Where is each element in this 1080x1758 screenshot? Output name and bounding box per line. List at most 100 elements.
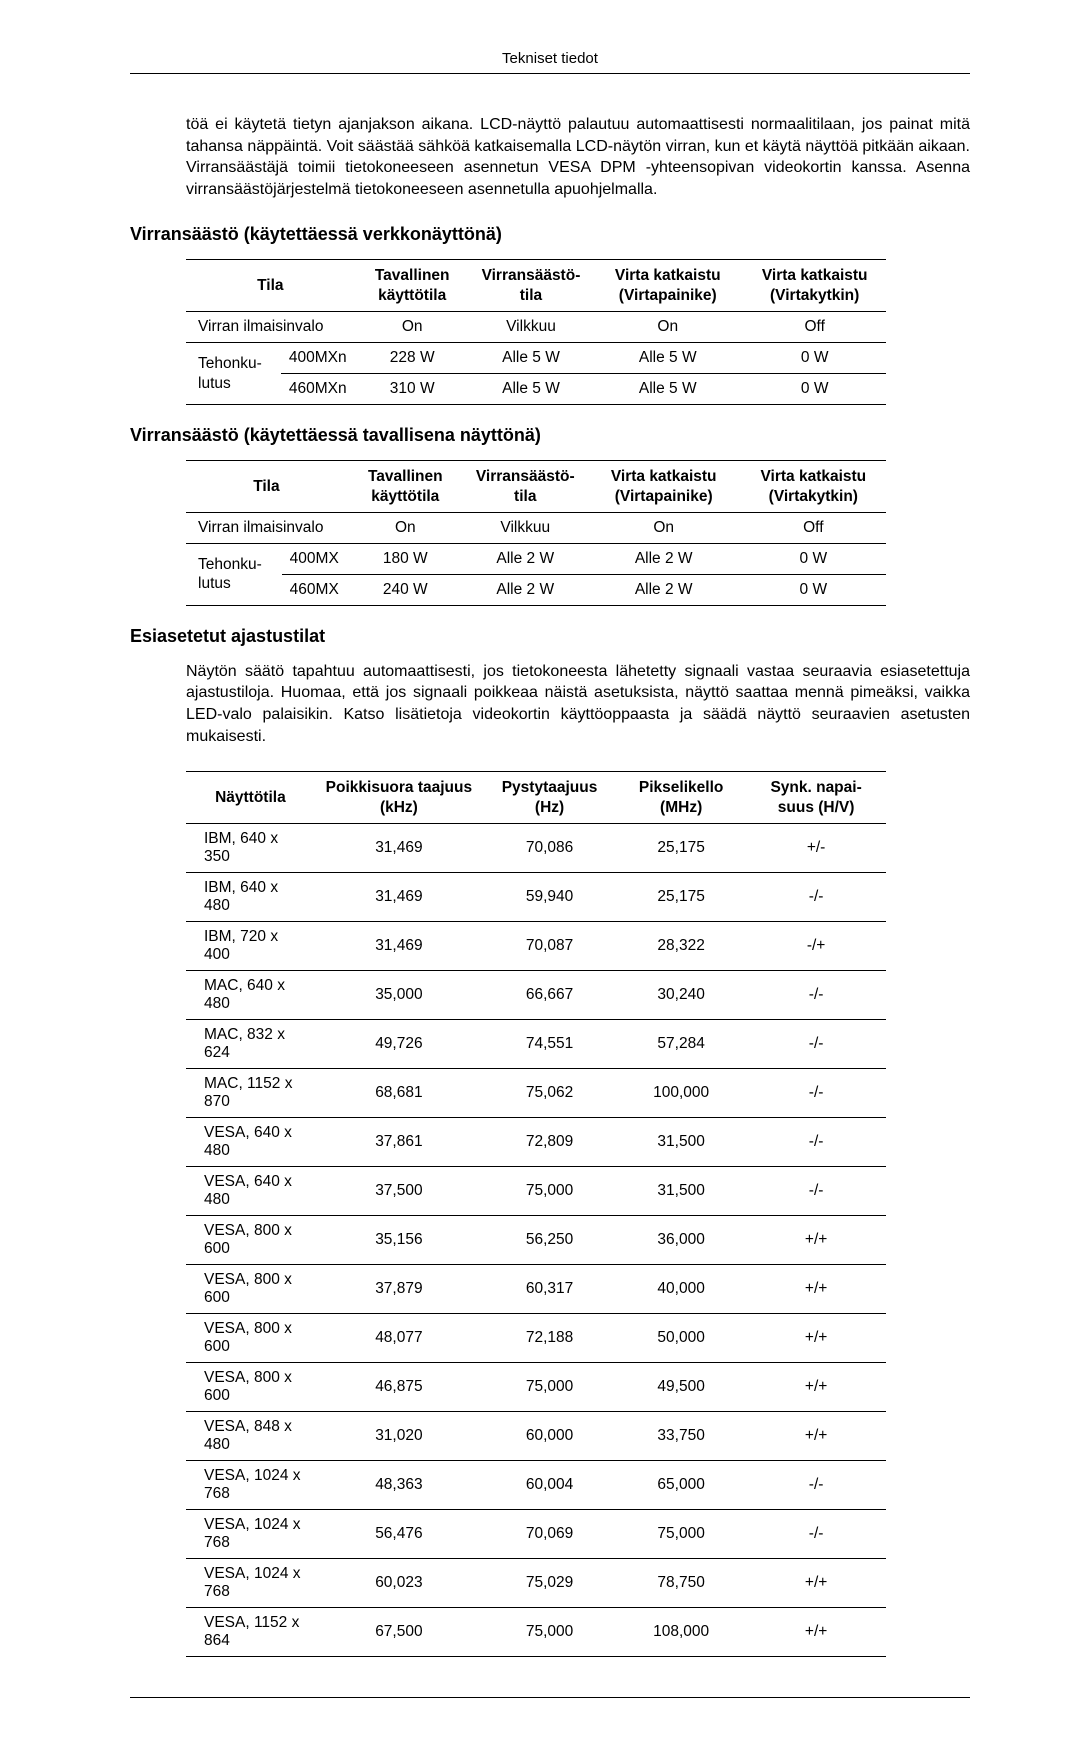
cell: 0 W	[743, 374, 886, 405]
table-row: VESA, 1024 x 76848,36360,00465,000-/-	[186, 1461, 886, 1510]
cell: -/-	[746, 971, 886, 1020]
cell: 72,809	[483, 1118, 616, 1167]
table-row: Tehonku-lutus 400MXn 228 W Alle 5 W Alle…	[186, 343, 886, 374]
cell: On	[347, 512, 464, 543]
col-sync: Synk. napai-suus (H/V)	[746, 772, 886, 824]
col-tila: Tila	[186, 461, 347, 513]
cell: 36,000	[616, 1216, 746, 1265]
cell: 37,879	[315, 1265, 483, 1314]
cell: On	[587, 512, 741, 543]
cell: 49,500	[616, 1363, 746, 1412]
cell: 0 W	[743, 343, 886, 374]
table-row: VESA, 1024 x 76856,47670,06975,000-/-	[186, 1510, 886, 1559]
section1-heading: Virransäästö (käytettäessä verkkonäyttön…	[130, 224, 970, 245]
cell: VESA, 640 x 480	[186, 1118, 315, 1167]
cell: Alle 5 W	[470, 374, 592, 405]
cell: 66,667	[483, 971, 616, 1020]
cell: 70,069	[483, 1510, 616, 1559]
cell: 75,000	[483, 1167, 616, 1216]
cell: 35,156	[315, 1216, 483, 1265]
section3-heading: Esiasetetut ajastustilat	[130, 626, 970, 647]
table-row: Virran ilmaisinvalo On Vilkkuu On Off	[186, 312, 886, 343]
cell: 75,000	[483, 1608, 616, 1657]
cell: VESA, 848 x 480	[186, 1412, 315, 1461]
cell: VESA, 800 x 600	[186, 1265, 315, 1314]
col-normal: Tavallinen käyttötila	[347, 461, 464, 513]
cell: 180 W	[347, 543, 464, 574]
cell: 228 W	[355, 343, 470, 374]
row-indicator-label: Virran ilmaisinvalo	[186, 512, 347, 543]
cell: +/+	[746, 1265, 886, 1314]
col-off-sw: Virta katkaistu (Virtakytkin)	[743, 260, 886, 312]
cell: -/-	[746, 1167, 886, 1216]
cell: 56,476	[315, 1510, 483, 1559]
cell: 75,029	[483, 1559, 616, 1608]
cell: 75,062	[483, 1069, 616, 1118]
cell: On	[592, 312, 743, 343]
cell: Alle 2 W	[464, 543, 587, 574]
table-row: Tehonku-lutus 400MX 180 W Alle 2 W Alle …	[186, 543, 886, 574]
cell: VESA, 640 x 480	[186, 1167, 315, 1216]
col-off-btn: Virta katkaistu (Virtapainike)	[592, 260, 743, 312]
table-row: 460MX 240 W Alle 2 W Alle 2 W 0 W	[186, 574, 886, 605]
cell: On	[355, 312, 470, 343]
cell: Off	[743, 312, 886, 343]
cell: 108,000	[616, 1608, 746, 1657]
cell: IBM, 640 x 350	[186, 824, 315, 873]
cell: 31,500	[616, 1118, 746, 1167]
rowgroup-label: Tehonku-lutus	[186, 543, 282, 605]
cell: VESA, 1024 x 768	[186, 1510, 315, 1559]
cell: 48,077	[315, 1314, 483, 1363]
cell: MAC, 832 x 624	[186, 1020, 315, 1069]
cell: MAC, 640 x 480	[186, 971, 315, 1020]
cell: 0 W	[741, 574, 886, 605]
page-header-title: Tekniset tiedot	[130, 50, 970, 74]
col-vfreq: Pystytaajuus (Hz)	[483, 772, 616, 824]
cell: Vilkkuu	[470, 312, 592, 343]
cell: 33,750	[616, 1412, 746, 1461]
table-row: 460MXn 310 W Alle 5 W Alle 5 W 0 W	[186, 374, 886, 405]
cell: 25,175	[616, 873, 746, 922]
cell: VESA, 1152 x 864	[186, 1608, 315, 1657]
cell: 57,284	[616, 1020, 746, 1069]
power-table-network: Tila Tavallinen käyttötila Virransäästö-…	[186, 259, 886, 405]
cell: -/-	[746, 1069, 886, 1118]
cell: -/-	[746, 1461, 886, 1510]
section2-heading: Virransäästö (käytettäessä tavallisena n…	[130, 425, 970, 446]
col-normal: Tavallinen käyttötila	[355, 260, 470, 312]
cell-model: 400MXn	[281, 343, 355, 374]
cell: 59,940	[483, 873, 616, 922]
cell: -/-	[746, 873, 886, 922]
cell: 40,000	[616, 1265, 746, 1314]
cell: 25,175	[616, 824, 746, 873]
table-row: MAC, 1152 x 87068,68175,062100,000-/-	[186, 1069, 886, 1118]
table-row: VESA, 800 x 60048,07772,18850,000+/+	[186, 1314, 886, 1363]
cell: 31,500	[616, 1167, 746, 1216]
cell: 56,250	[483, 1216, 616, 1265]
section3-paragraph: Näytön säätö tapahtuu automaattisesti, j…	[186, 661, 970, 747]
footer-rule	[130, 1697, 970, 1698]
cell: 49,726	[315, 1020, 483, 1069]
cell: 78,750	[616, 1559, 746, 1608]
table-row: VESA, 640 x 48037,50075,00031,500-/-	[186, 1167, 886, 1216]
cell: 60,000	[483, 1412, 616, 1461]
cell: 37,861	[315, 1118, 483, 1167]
cell: VESA, 800 x 600	[186, 1216, 315, 1265]
table-row: MAC, 640 x 48035,00066,66730,240-/-	[186, 971, 886, 1020]
table-row: VESA, 848 x 48031,02060,00033,750+/+	[186, 1412, 886, 1461]
cell: 31,469	[315, 873, 483, 922]
cell: 60,004	[483, 1461, 616, 1510]
power-table-normal: Tila Tavallinen käyttötila Virransäästö-…	[186, 460, 886, 606]
cell: Alle 2 W	[587, 574, 741, 605]
cell-model: 400MX	[282, 543, 347, 574]
table-row: VESA, 800 x 60037,87960,31740,000+/+	[186, 1265, 886, 1314]
col-tila: Tila	[186, 260, 355, 312]
cell-model: 460MX	[282, 574, 347, 605]
cell: 60,317	[483, 1265, 616, 1314]
col-off-sw: Virta katkaistu (Virtakytkin)	[741, 461, 886, 513]
cell: 70,087	[483, 922, 616, 971]
cell: 75,000	[483, 1363, 616, 1412]
cell: Alle 5 W	[592, 374, 743, 405]
cell: VESA, 800 x 600	[186, 1314, 315, 1363]
cell: 28,322	[616, 922, 746, 971]
